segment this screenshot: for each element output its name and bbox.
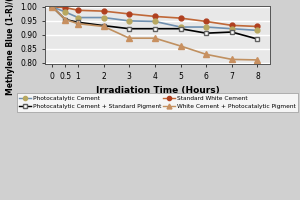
Legend: Photocatalytic Cement, Photocatalytic Cement + Standard Pigment, Standard White : Photocatalytic Cement, Photocatalytic Ce… xyxy=(17,93,298,112)
Y-axis label: Methylene Blue (1-R)/(1-R0): Methylene Blue (1-R)/(1-R0) xyxy=(6,0,15,95)
X-axis label: Irradiation Time (Hours): Irradiation Time (Hours) xyxy=(96,86,219,95)
